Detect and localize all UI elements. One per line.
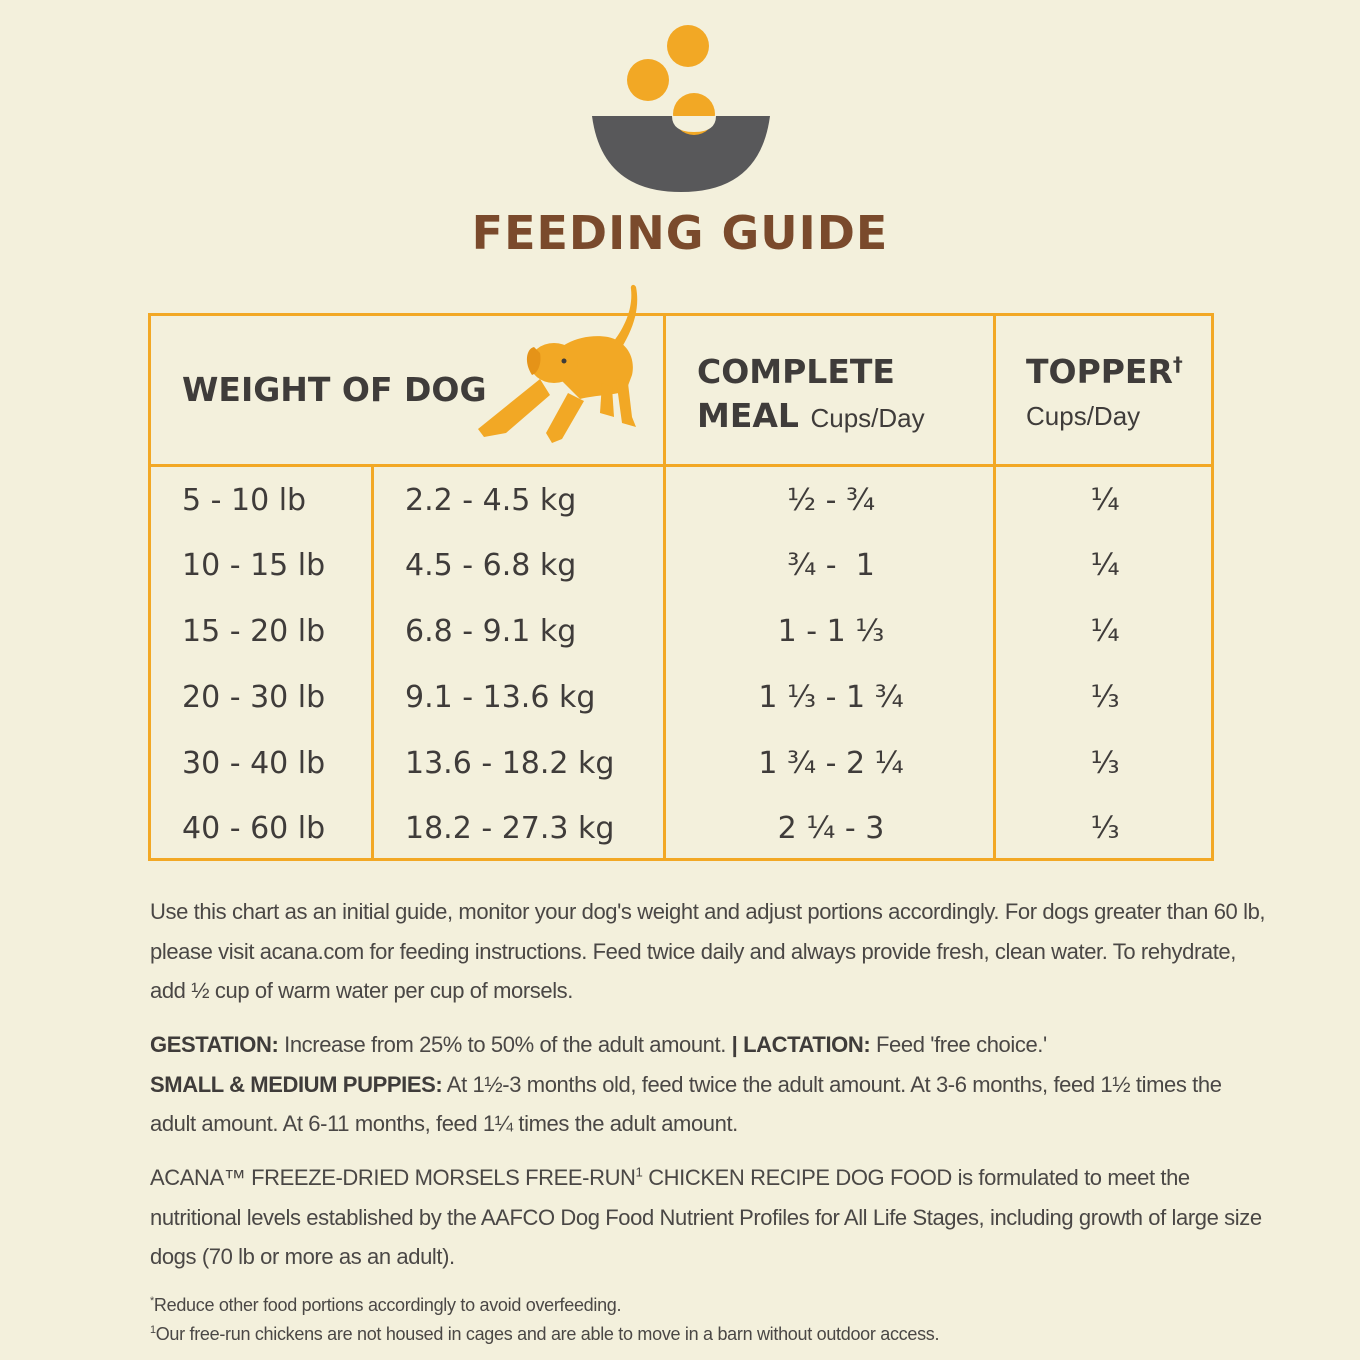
- gestation-text: Increase from 25% to 50% of the adult am…: [278, 1032, 732, 1057]
- cell-topper: ⅓: [1090, 746, 1120, 781]
- table-header-divider: [148, 464, 1214, 467]
- statement-footnote-mark: 1: [635, 1164, 643, 1180]
- puppies-text: At 1½-3 months old, feed twice the adult…: [150, 1071, 1222, 1137]
- cell-complete-meal: 2 ¼ - 3: [777, 811, 885, 846]
- bowl-with-morsels-icon: [592, 25, 770, 192]
- table-divider: [993, 313, 996, 861]
- topper-dagger-mark: †: [1172, 353, 1183, 376]
- cell-weight-lb: 40 - 60 lb: [182, 811, 326, 846]
- complete-meal-header-line2: MEAL: [697, 396, 799, 435]
- cell-topper: ⅓: [1090, 811, 1120, 846]
- cell-weight-lb: 15 - 20 lb: [182, 614, 326, 649]
- topper-header-label: TOPPER: [1026, 352, 1173, 391]
- cell-complete-meal: ½ - ¾: [786, 483, 876, 518]
- statement-part1: ACANA™ FREEZE-DRIED MORSELS FREE-RUN: [150, 1165, 636, 1190]
- page-title: FEEDING GUIDE: [471, 206, 889, 260]
- feeding-intro-text: Use this chart as an initial guide, moni…: [150, 899, 1266, 1003]
- complete-meal-header-line1: COMPLETE: [697, 352, 895, 391]
- cell-weight-kg: 13.6 - 18.2 kg: [405, 746, 615, 781]
- topper-unit: Cups/Day: [1026, 401, 1141, 431]
- table-divider: [371, 464, 374, 861]
- note-separator: |: [731, 1032, 738, 1057]
- footnote-1-mark: *: [150, 1295, 154, 1307]
- footnotes: *Reduce other food portions accordingly …: [150, 1291, 1270, 1349]
- cell-weight-kg: 9.1 - 13.6 kg: [405, 680, 596, 715]
- weight-of-dog-header: WEIGHT OF DOG: [182, 370, 487, 409]
- cell-topper: ¼: [1090, 614, 1120, 649]
- footnote-1-text: Reduce other food portions accordingly t…: [153, 1295, 622, 1315]
- playing-dog-icon: [478, 284, 638, 443]
- gestation-puppies-note: GESTATION: Increase from 25% to 50% of t…: [150, 1025, 1270, 1144]
- cell-complete-meal: 1 - 1 ⅓: [777, 614, 885, 649]
- cell-topper: ⅓: [1090, 680, 1120, 715]
- cell-complete-meal: ¾ - 1: [787, 548, 875, 583]
- footnote-2-text: Our free-run chickens are not housed in …: [155, 1324, 940, 1344]
- cell-weight-lb: 10 - 15 lb: [182, 548, 326, 583]
- topper-header: TOPPER† Cups/Day: [1026, 350, 1183, 438]
- cell-weight-kg: 2.2 - 4.5 kg: [405, 483, 577, 518]
- cell-topper: ¼: [1090, 548, 1120, 583]
- cell-weight-lb: 5 - 10 lb: [182, 483, 307, 518]
- cell-weight-kg: 18.2 - 27.3 kg: [405, 811, 615, 846]
- complete-meal-unit: Cups/Day: [810, 403, 925, 433]
- feeding-table: [148, 313, 1214, 861]
- complete-meal-header: COMPLETE MEAL Cups/Day: [697, 350, 925, 440]
- footnote-2-mark: 1: [150, 1324, 156, 1336]
- lactation-text: Feed 'free choice.': [870, 1032, 1047, 1057]
- cell-complete-meal: 1 ¾ - 2 ¼: [758, 746, 904, 781]
- statement-part2: CHICKEN RECIPE DOG FOOD is formulated to…: [150, 1165, 1262, 1269]
- feeding-intro-note: Use this chart as an initial guide, moni…: [150, 892, 1270, 1011]
- puppies-label: SMALL & MEDIUM PUPPIES:: [150, 1071, 443, 1097]
- cell-weight-lb: 30 - 40 lb: [182, 746, 326, 781]
- cell-weight-lb: 20 - 30 lb: [182, 680, 326, 715]
- lactation-label: LACTATION:: [737, 1032, 871, 1057]
- table-divider: [663, 313, 666, 861]
- gestation-label: GESTATION:: [150, 1032, 279, 1057]
- cell-topper: ¼: [1090, 483, 1120, 518]
- nutrition-statement: ACANA™ FREEZE-DRIED MORSELS FREE-RUN1 CH…: [150, 1158, 1270, 1277]
- cell-weight-kg: 6.8 - 9.1 kg: [405, 614, 577, 649]
- cell-complete-meal: 1 ⅓ - 1 ¾: [758, 680, 904, 715]
- cell-weight-kg: 4.5 - 6.8 kg: [405, 548, 577, 583]
